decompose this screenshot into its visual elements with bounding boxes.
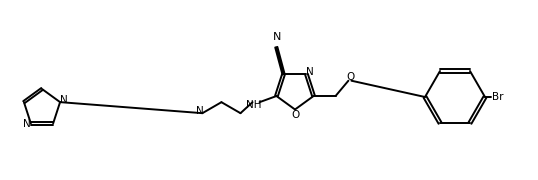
Text: N: N	[195, 106, 203, 116]
Text: O: O	[346, 72, 355, 82]
Text: N: N	[60, 95, 68, 105]
Text: Br: Br	[492, 92, 504, 102]
Text: N: N	[273, 32, 281, 42]
Text: O: O	[292, 109, 300, 120]
Text: NH: NH	[246, 100, 261, 110]
Text: N: N	[23, 119, 31, 129]
Text: N: N	[306, 67, 314, 77]
